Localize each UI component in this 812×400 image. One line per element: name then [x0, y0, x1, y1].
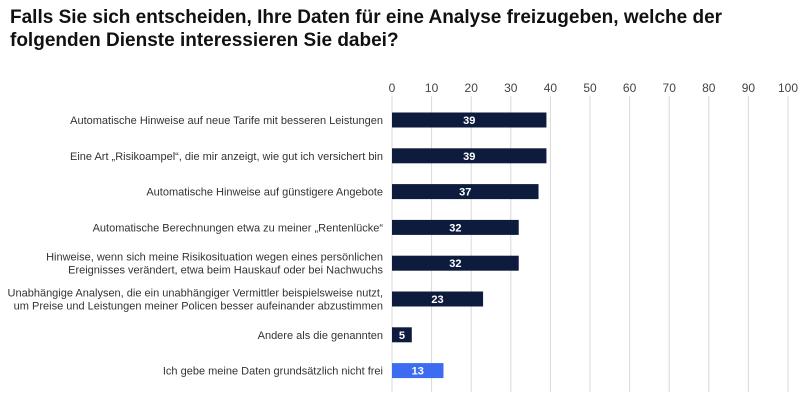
bars	[392, 112, 547, 379]
category-label: Andere als die genannten	[258, 330, 383, 342]
bar	[392, 184, 539, 200]
x-tick-label: 60	[623, 81, 637, 95]
x-tick-label: 80	[702, 81, 716, 95]
chart-title: Falls Sie sich entscheiden, Ihre Daten f…	[10, 7, 723, 51]
category-label: Automatische Hinweise auf günstigere Ang…	[146, 187, 383, 199]
bar	[392, 291, 484, 307]
category-label: Eine Art „Risikoampel“, die mir anzeigt,…	[70, 151, 383, 163]
bar	[392, 112, 547, 128]
x-tick-label: 0	[389, 81, 396, 95]
category-label: Unabhängige Analysen, die ein unabhängig…	[8, 288, 383, 300]
bar	[392, 363, 444, 379]
x-tick-label: 90	[742, 81, 756, 95]
category-label: Automatische Berechnungen etwa zu meiner…	[93, 222, 384, 234]
category-label: Ereignisses verändert, etwa beim Hauskau…	[68, 265, 383, 277]
data-label: 13	[412, 366, 424, 378]
data-label: 32	[449, 258, 461, 270]
data-label: 39	[463, 151, 475, 163]
x-tick-label: 20	[465, 81, 479, 95]
data-label: 39	[463, 115, 475, 127]
data-label: 23	[431, 294, 443, 306]
x-tick-label: 50	[583, 81, 597, 95]
category-label: um Preise und Leistungen meiner Policen …	[14, 301, 383, 313]
bar	[392, 148, 547, 164]
bar	[392, 327, 412, 343]
bar	[392, 219, 519, 235]
category-label: Hinweise, wenn sich meine Risikosituatio…	[46, 252, 383, 264]
data-label: 5	[399, 330, 405, 342]
x-tick-label: 30	[504, 81, 518, 95]
value-labels: 39 39 37 32 32 23 5 13	[399, 115, 476, 378]
x-tick-label: 70	[663, 81, 677, 95]
x-axis-ticks: 0 10 20 30 40 50 60 70 80 90 100	[389, 81, 799, 95]
category-label: Ich gebe meine Daten grundsätzlich nicht…	[163, 366, 383, 378]
bar	[392, 255, 519, 271]
data-label: 37	[459, 187, 471, 199]
category-label: Automatische Hinweise auf neue Tarife mi…	[70, 115, 383, 127]
x-tick-label: 100	[778, 81, 798, 95]
category-labels: Automatische Hinweise auf neue Tarife mi…	[8, 115, 384, 378]
x-tick-label: 10	[425, 81, 439, 95]
gridlines	[391, 96, 789, 392]
x-tick-label: 40	[544, 81, 558, 95]
data-label: 32	[449, 222, 461, 234]
